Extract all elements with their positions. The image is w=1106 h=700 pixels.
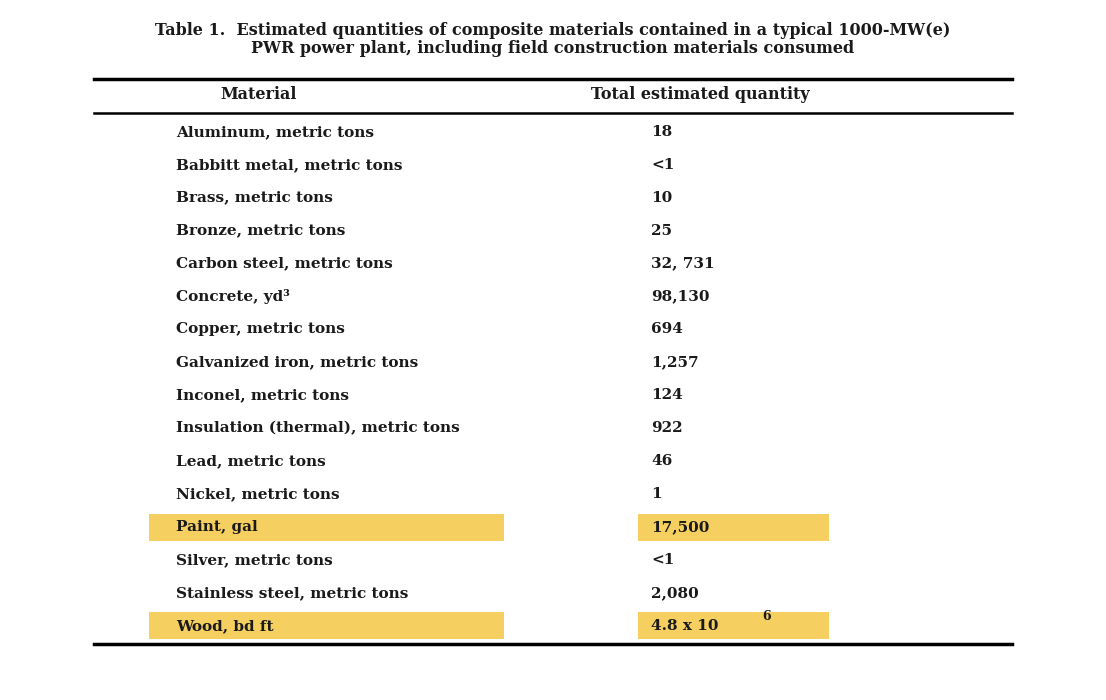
Text: Babbitt metal, metric tons: Babbitt metal, metric tons [176,158,403,172]
Text: Nickel, metric tons: Nickel, metric tons [176,487,340,501]
Text: 32, 731: 32, 731 [651,257,714,271]
Text: Silver, metric tons: Silver, metric tons [176,553,333,567]
Text: Table 1.  Estimated quantities of composite materials contained in a typical 100: Table 1. Estimated quantities of composi… [155,22,951,39]
Text: 46: 46 [651,454,672,468]
Text: 17,500: 17,500 [651,520,710,534]
Text: Bronze, metric tons: Bronze, metric tons [176,223,345,237]
Text: Paint, gal: Paint, gal [176,520,258,534]
Text: PWR power plant, including field construction materials consumed: PWR power plant, including field constru… [251,40,855,57]
Text: 6: 6 [763,610,771,623]
Text: 922: 922 [651,421,682,435]
FancyBboxPatch shape [638,612,830,639]
Text: 694: 694 [651,323,684,337]
Text: Stainless steel, metric tons: Stainless steel, metric tons [176,586,408,600]
Text: Insulation (thermal), metric tons: Insulation (thermal), metric tons [176,421,460,435]
Text: 1: 1 [651,487,661,501]
FancyBboxPatch shape [149,514,504,540]
Text: Total estimated quantity: Total estimated quantity [591,86,810,104]
FancyBboxPatch shape [638,514,830,540]
Text: 10: 10 [651,190,672,204]
Text: Galvanized iron, metric tons: Galvanized iron, metric tons [176,356,418,370]
Text: Wood, bd ft: Wood, bd ft [176,619,273,633]
Text: 4.8 x 10: 4.8 x 10 [651,619,719,633]
Text: Concrete, yd³: Concrete, yd³ [176,289,290,304]
Text: 2,080: 2,080 [651,586,699,600]
Text: <1: <1 [651,158,675,172]
Text: Aluminum, metric tons: Aluminum, metric tons [176,125,374,139]
Text: 98,130: 98,130 [651,290,710,304]
Text: Material: Material [220,86,296,104]
Text: Brass, metric tons: Brass, metric tons [176,190,333,204]
Text: Lead, metric tons: Lead, metric tons [176,454,326,468]
Text: 1,257: 1,257 [651,356,699,370]
Text: 124: 124 [651,389,684,402]
Text: Carbon steel, metric tons: Carbon steel, metric tons [176,257,393,271]
Text: 18: 18 [651,125,672,139]
FancyBboxPatch shape [149,612,504,639]
Text: <1: <1 [651,553,675,567]
Text: Copper, metric tons: Copper, metric tons [176,323,345,337]
Text: 25: 25 [651,223,672,237]
Text: Inconel, metric tons: Inconel, metric tons [176,389,349,402]
